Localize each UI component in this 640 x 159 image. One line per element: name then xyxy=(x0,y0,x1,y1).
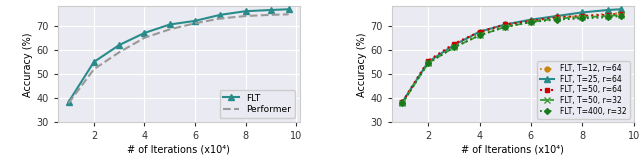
FLT, T=12, r=64 xyxy=(527,20,535,22)
FLT, T=25, r=64 xyxy=(527,19,535,21)
FLT, T=50, r=64 xyxy=(424,60,432,62)
Line: FLT, T=50, r=32: FLT, T=50, r=32 xyxy=(400,12,623,106)
FLT, T=50, r=64 xyxy=(476,31,483,33)
FLT, T=50, r=32 xyxy=(553,17,561,19)
FLT, T=12, r=64 xyxy=(579,15,586,17)
FLT, T=25, r=64 xyxy=(424,61,432,63)
FLT, T=25, r=64 xyxy=(476,31,483,33)
FLT, T=50, r=64 xyxy=(399,101,406,103)
Line: Performer: Performer xyxy=(68,14,289,103)
FLT, T=50, r=64 xyxy=(501,24,509,25)
Y-axis label: Accuracy (%): Accuracy (%) xyxy=(24,32,33,97)
Performer xyxy=(267,14,275,16)
Line: FLT, T=400, r=32: FLT, T=400, r=32 xyxy=(401,14,623,105)
Performer xyxy=(90,68,98,70)
X-axis label: # of Iterations (x10⁴): # of Iterations (x10⁴) xyxy=(127,144,230,154)
Performer xyxy=(166,28,173,30)
FLT, T=50, r=64 xyxy=(579,15,586,17)
Performer xyxy=(216,17,224,19)
FLT, T=12, r=64 xyxy=(501,25,509,27)
FLT xyxy=(141,32,148,34)
Legend: FLT, T=12, r=64, FLT, T=25, r=64, FLT, T=50, r=64, FLT, T=50, r=32, FLT, T=400, : FLT, T=12, r=64, FLT, T=25, r=64, FLT, T… xyxy=(537,61,630,119)
FLT xyxy=(90,61,98,63)
FLT, T=400, r=32 xyxy=(450,47,458,48)
FLT, T=400, r=32 xyxy=(553,19,561,21)
FLT xyxy=(267,9,275,11)
FLT xyxy=(65,101,72,103)
FLT, T=50, r=32 xyxy=(399,102,406,104)
FLT, T=50, r=32 xyxy=(527,21,535,23)
FLT, T=50, r=64 xyxy=(450,43,458,45)
FLT, T=12, r=64 xyxy=(476,32,483,34)
Y-axis label: Accuracy (%): Accuracy (%) xyxy=(357,32,367,97)
Legend: FLT, Performer: FLT, Performer xyxy=(220,90,295,118)
Performer xyxy=(141,37,148,39)
FLT, T=50, r=64 xyxy=(527,20,535,22)
FLT, T=25, r=64 xyxy=(553,15,561,17)
Line: FLT, T=50, r=64: FLT, T=50, r=64 xyxy=(400,11,623,104)
FLT, T=50, r=32 xyxy=(476,34,483,36)
FLT, T=400, r=32 xyxy=(617,15,625,17)
FLT, T=12, r=64 xyxy=(553,16,561,18)
FLT, T=25, r=64 xyxy=(579,11,586,13)
X-axis label: # of Iterations (x10⁴): # of Iterations (x10⁴) xyxy=(461,144,564,154)
Line: FLT, T=25, r=64: FLT, T=25, r=64 xyxy=(400,7,623,105)
FLT, T=12, r=64 xyxy=(399,101,406,103)
FLT, T=25, r=64 xyxy=(617,8,625,10)
FLT, T=50, r=32 xyxy=(501,26,509,28)
FLT, T=12, r=64 xyxy=(617,12,625,14)
FLT, T=400, r=32 xyxy=(579,17,586,19)
FLT, T=400, r=32 xyxy=(604,16,612,18)
FLT, T=400, r=32 xyxy=(527,21,535,23)
FLT xyxy=(166,24,173,25)
FLT, T=400, r=32 xyxy=(424,62,432,64)
FLT xyxy=(285,8,292,10)
FLT, T=12, r=64 xyxy=(450,45,458,47)
FLT, T=50, r=64 xyxy=(617,13,625,15)
Line: FLT: FLT xyxy=(66,7,291,105)
FLT, T=50, r=32 xyxy=(579,16,586,18)
FLT, T=50, r=32 xyxy=(604,15,612,17)
FLT, T=400, r=32 xyxy=(399,102,406,104)
FLT, T=25, r=64 xyxy=(604,9,612,11)
FLT, T=400, r=32 xyxy=(501,26,509,28)
FLT xyxy=(191,20,199,22)
FLT, T=25, r=64 xyxy=(450,44,458,46)
Performer xyxy=(242,15,250,17)
FLT xyxy=(115,44,123,46)
Performer xyxy=(191,22,199,24)
FLT, T=400, r=32 xyxy=(476,34,483,36)
FLT, T=50, r=32 xyxy=(617,14,625,16)
Performer xyxy=(285,13,292,15)
Performer xyxy=(115,51,123,53)
Line: FLT, T=12, r=64: FLT, T=12, r=64 xyxy=(400,11,623,104)
FLT, T=12, r=64 xyxy=(424,61,432,63)
FLT, T=50, r=64 xyxy=(604,14,612,16)
FLT, T=25, r=64 xyxy=(399,101,406,103)
FLT, T=12, r=64 xyxy=(604,13,612,15)
FLT, T=50, r=64 xyxy=(553,16,561,18)
Performer xyxy=(65,102,72,104)
FLT, T=50, r=32 xyxy=(450,47,458,48)
FLT, T=25, r=64 xyxy=(501,24,509,25)
FLT xyxy=(242,10,250,12)
FLT xyxy=(216,14,224,16)
FLT, T=50, r=32 xyxy=(424,62,432,64)
